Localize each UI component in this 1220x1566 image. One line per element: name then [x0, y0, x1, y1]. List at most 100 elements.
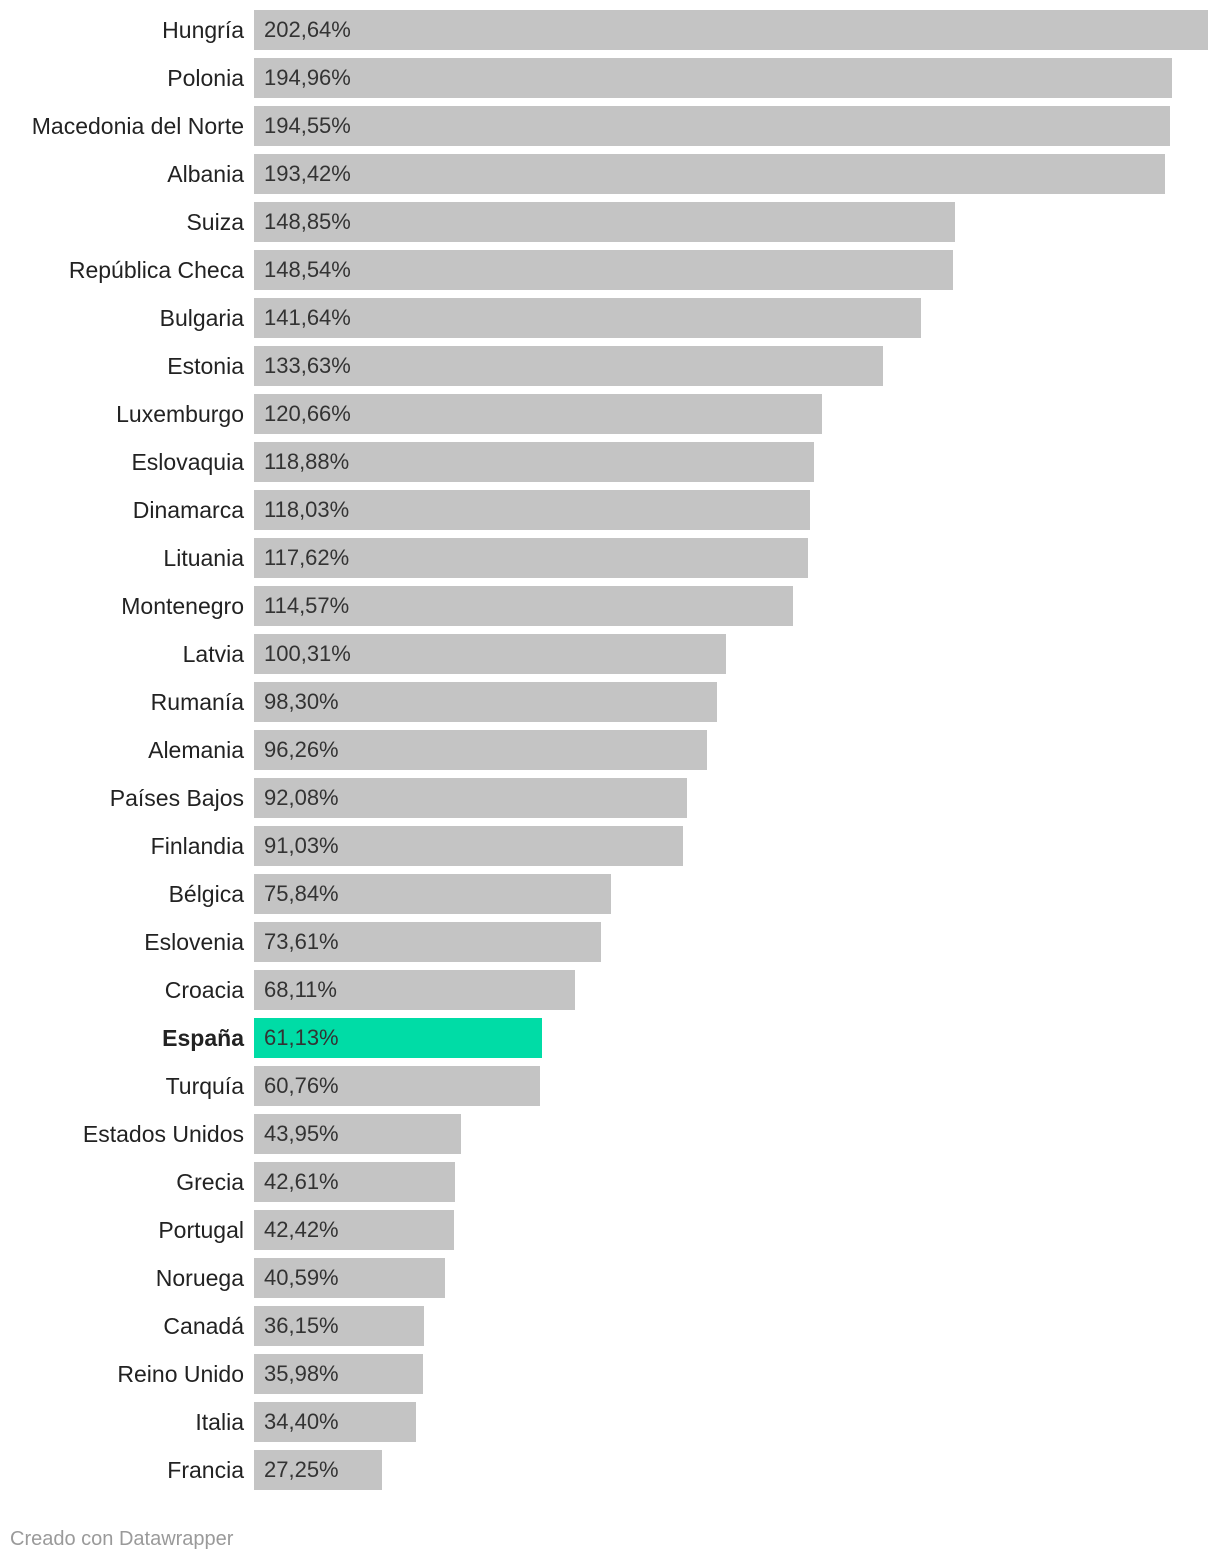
- category-label: Países Bajos: [109, 785, 244, 811]
- value-label: 100,31%: [264, 641, 351, 666]
- bar: [254, 1402, 416, 1442]
- bar: [254, 442, 814, 482]
- category-label: Eslovaquia: [131, 449, 244, 475]
- bar-row: España 61,13%: [0, 1018, 1220, 1058]
- category-label: Albania: [167, 161, 244, 187]
- bar: [254, 970, 575, 1010]
- bar-row: Macedonia del Norte 194,55%: [0, 106, 1220, 146]
- category-label: España: [162, 1025, 244, 1051]
- category-label: Luxemburgo: [116, 401, 244, 427]
- bar: [254, 1018, 542, 1058]
- value-label: 194,96%: [264, 65, 351, 90]
- value-label: 60,76%: [264, 1073, 339, 1098]
- bar: [254, 1114, 461, 1154]
- bar: [254, 1162, 455, 1202]
- value-label: 148,54%: [264, 257, 351, 282]
- bar-row: Lituania 117,62%: [0, 538, 1220, 578]
- bar-row: Latvia 100,31%: [0, 634, 1220, 674]
- value-label: 43,95%: [264, 1121, 339, 1146]
- category-label: Alemania: [148, 737, 244, 763]
- bar: [254, 874, 611, 914]
- bar: [254, 634, 726, 674]
- bar-row: Bulgaria 141,64%: [0, 298, 1220, 338]
- bar-row: Países Bajos 92,08%: [0, 778, 1220, 818]
- bar-row: Noruega 40,59%: [0, 1258, 1220, 1298]
- value-label: 34,40%: [264, 1409, 339, 1434]
- category-label: Turquía: [165, 1073, 244, 1099]
- bar-row: Croacia 68,11%: [0, 970, 1220, 1010]
- bar: [254, 538, 808, 578]
- bar: [254, 202, 955, 242]
- bar: [254, 682, 717, 722]
- bar: [254, 1354, 423, 1394]
- category-label: Reino Unido: [117, 1361, 244, 1387]
- value-label: 133,63%: [264, 353, 351, 378]
- value-label: 73,61%: [264, 929, 339, 954]
- bar: [254, 298, 921, 338]
- value-label: 42,42%: [264, 1217, 339, 1242]
- category-label: Bulgaria: [159, 305, 244, 331]
- bar-row: Suiza 148,85%: [0, 202, 1220, 242]
- value-label: 61,13%: [264, 1025, 339, 1050]
- value-label: 120,66%: [264, 401, 351, 426]
- value-label: 92,08%: [264, 785, 339, 810]
- bar: [254, 922, 601, 962]
- bar: [254, 250, 953, 290]
- category-label: Eslovenia: [144, 929, 244, 955]
- category-label: Bélgica: [168, 881, 244, 907]
- category-label: Suiza: [186, 209, 244, 235]
- bar-row: Alemania 96,26%: [0, 730, 1220, 770]
- value-label: 117,62%: [264, 545, 350, 570]
- bar-row: Albania 193,42%: [0, 154, 1220, 194]
- bar-chart: Hungría 202,64% Polonia 194,96% Macedonia de…: [0, 10, 1220, 1490]
- bar: [254, 1450, 382, 1490]
- bar-row: Estonia 133,63%: [0, 346, 1220, 386]
- value-label: 75,84%: [264, 881, 339, 906]
- bar-row: Polonia 194,96%: [0, 58, 1220, 98]
- value-label: 35,98%: [264, 1361, 339, 1386]
- value-label: 96,26%: [264, 737, 339, 762]
- category-label: Estonia: [167, 353, 244, 379]
- category-label: Macedonia del Norte: [31, 113, 244, 139]
- category-label: Montenegro: [121, 593, 244, 619]
- value-label: 114,57%: [264, 593, 350, 618]
- value-label: 141,64%: [264, 305, 351, 330]
- bar-row: Estados Unidos 43,95%: [0, 1114, 1220, 1154]
- credit-text: Creado con Datawrapper: [10, 1528, 234, 1550]
- bar: [254, 154, 1165, 194]
- category-label: Latvia: [182, 641, 244, 667]
- value-label: 202,64%: [264, 17, 351, 42]
- bar-row: Francia 27,25%: [0, 1450, 1220, 1490]
- category-label: Croacia: [164, 977, 244, 1003]
- value-label: 91,03%: [264, 833, 339, 858]
- bar: [254, 826, 683, 866]
- category-label: Francia: [167, 1457, 244, 1483]
- bar-row: Portugal 42,42%: [0, 1210, 1220, 1250]
- bar: [254, 490, 810, 530]
- value-label: 27,25%: [264, 1457, 339, 1482]
- value-label: 68,11%: [264, 977, 337, 1002]
- category-label: Lituania: [163, 545, 244, 571]
- bar-row: Canadá 36,15%: [0, 1306, 1220, 1346]
- bar-row: Grecia 42,61%: [0, 1162, 1220, 1202]
- bar: [254, 586, 793, 626]
- category-label: Dinamarca: [132, 497, 244, 523]
- category-label: Noruega: [155, 1265, 244, 1291]
- bar: [254, 1306, 424, 1346]
- value-label: 36,15%: [264, 1313, 339, 1338]
- bar-row: Dinamarca 118,03%: [0, 490, 1220, 530]
- category-label: Canadá: [163, 1313, 244, 1339]
- bar: [254, 778, 687, 818]
- value-label: 98,30%: [264, 689, 339, 714]
- value-label: 194,55%: [264, 113, 351, 138]
- category-label: Italia: [195, 1409, 244, 1435]
- value-label: 118,88%: [264, 449, 350, 474]
- category-label: Grecia: [176, 1169, 244, 1195]
- value-label: 118,03%: [264, 497, 350, 522]
- value-label: 42,61%: [264, 1169, 339, 1194]
- category-label: Portugal: [158, 1217, 244, 1243]
- bar-row: Luxemburgo 120,66%: [0, 394, 1220, 434]
- category-label: Finlandia: [150, 833, 244, 859]
- category-label: República Checa: [68, 257, 244, 283]
- bar: [254, 1210, 454, 1250]
